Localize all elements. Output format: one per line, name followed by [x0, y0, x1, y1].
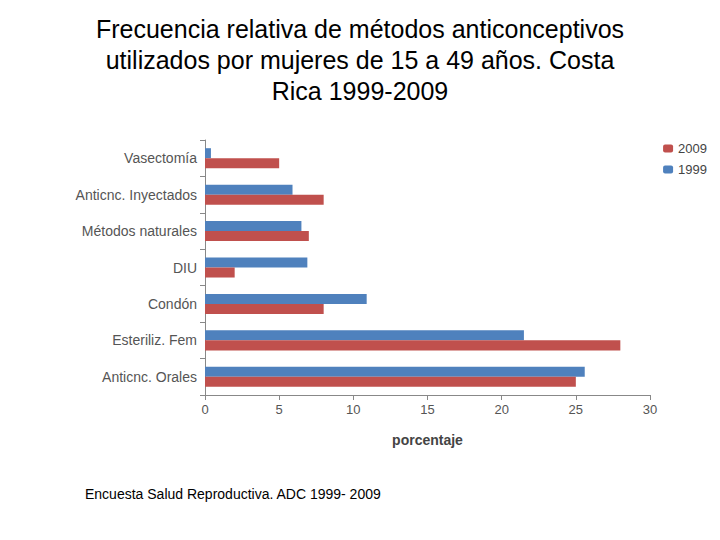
svg-text:porcentaje: porcentaje: [392, 432, 463, 448]
svg-text:DIU: DIU: [173, 260, 197, 276]
svg-text:Rica 1999-2009: Rica 1999-2009: [272, 77, 449, 105]
svg-text:Condón: Condón: [148, 296, 197, 312]
svg-text:Frecuencia relativa de métodos: Frecuencia relativa de métodos anticonce…: [96, 15, 624, 43]
svg-text:0: 0: [201, 402, 208, 417]
svg-text:utilizados por mujeres de 15 a: utilizados por mujeres de 15 a 49 años. …: [106, 46, 615, 74]
svg-text:30: 30: [643, 402, 657, 417]
svg-text:Métodos naturales: Métodos naturales: [82, 223, 197, 239]
svg-text:5: 5: [276, 402, 283, 417]
svg-text:10: 10: [346, 402, 360, 417]
svg-text:20: 20: [494, 402, 508, 417]
svg-text:Anticnc. Orales: Anticnc. Orales: [102, 369, 197, 385]
svg-text:15: 15: [420, 402, 434, 417]
svg-text:2009: 2009: [678, 141, 707, 156]
svg-text:Encuesta Salud Reproductiva. A: Encuesta Salud Reproductiva. ADC 1999- 2…: [85, 486, 381, 502]
svg-text:1999: 1999: [678, 162, 707, 177]
svg-text:Anticnc. Inyectados: Anticnc. Inyectados: [76, 187, 197, 203]
svg-text:25: 25: [569, 402, 583, 417]
svg-text:Vasectomía: Vasectomía: [124, 150, 197, 166]
svg-text:Esteriliz. Fem: Esteriliz. Fem: [112, 332, 197, 348]
